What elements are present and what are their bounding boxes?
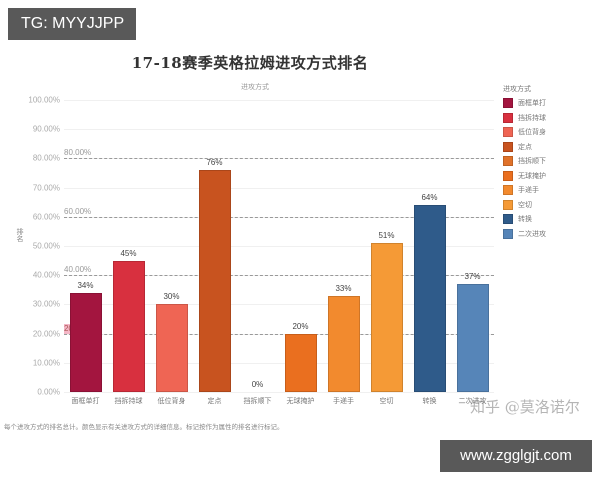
- legend-label: 转换: [518, 215, 532, 224]
- bar-9[interactable]: [413, 205, 446, 392]
- tg-badge: TG: MYYJJPP: [8, 8, 136, 40]
- bar-6[interactable]: [284, 333, 317, 392]
- legend-item[interactable]: 手递手: [503, 183, 595, 198]
- legend-label: 挡拆持球: [518, 113, 546, 122]
- y-tick-label: 80.00%: [32, 153, 60, 163]
- gridline: [64, 304, 494, 306]
- gridline: [64, 100, 494, 101]
- legend-title: 进攻方式: [503, 85, 531, 93]
- legend-item[interactable]: 无球掩护: [503, 169, 595, 184]
- legend-swatch-icon: [503, 141, 513, 152]
- legend-swatch-icon: [503, 127, 513, 138]
- gridline: [64, 392, 494, 393]
- chart-footnote: 每个进攻方式的排名总计。颜色显示有关进攻方式的详细信息。标记按作为属性的排名进行…: [4, 423, 284, 431]
- x-tick-label: 无球掩护: [286, 397, 315, 405]
- bar-value-label: 34%: [77, 280, 94, 290]
- legend-label: 手递手: [518, 186, 539, 195]
- bar-8[interactable]: [370, 243, 403, 392]
- y-tick-label: 50.00%: [32, 241, 60, 251]
- bar-value-label: 20%: [292, 321, 309, 331]
- chart-title: 17-18赛季英格拉姆进攻方式排名: [131, 54, 369, 72]
- y-tick-label: 20.00%: [32, 329, 60, 339]
- x-tick-label: 定点: [207, 397, 222, 405]
- y-tick-label: 90.00%: [32, 124, 60, 134]
- legend: 进攻方式 面框单打挡拆持球低位背身定点挡拆顺下无球掩护手递手空切转换二次进攻: [503, 84, 595, 241]
- legend-item[interactable]: 二次进攻: [503, 227, 595, 242]
- legend-item[interactable]: 转换: [503, 212, 595, 227]
- legend-swatch-icon: [503, 214, 513, 225]
- x-tick-label: 面框单打: [71, 397, 100, 405]
- y-tick-label: 40.00%: [32, 270, 60, 280]
- legend-label: 挡拆顺下: [518, 157, 546, 166]
- bar-value-label: 33%: [335, 283, 352, 293]
- bar-value-label: 30%: [163, 292, 180, 302]
- legend-label: 低位背身: [518, 128, 546, 137]
- y-tick-label: 30.00%: [32, 299, 60, 309]
- reference-line: [64, 216, 494, 218]
- legend-swatch-icon: [503, 228, 513, 239]
- y-tick-label: 70.00%: [32, 183, 60, 193]
- legend-swatch-icon: [503, 199, 513, 210]
- legend-item[interactable]: 面框单打: [503, 96, 595, 111]
- legend-label: 二次进攻: [518, 229, 546, 238]
- x-tick-label: 二次进攻: [458, 397, 487, 405]
- y-tick-label: 10.00%: [32, 358, 60, 368]
- bar-1[interactable]: [69, 292, 102, 392]
- y-tick-label: 100.00%: [28, 95, 60, 105]
- legend-item[interactable]: 定点: [503, 140, 595, 155]
- legend-item[interactable]: 空切: [503, 198, 595, 213]
- x-tick-label: 挡拆持球: [114, 397, 143, 405]
- bar-4[interactable]: [198, 170, 231, 392]
- legend-item[interactable]: 挡拆持球: [503, 111, 595, 126]
- gridline: [64, 129, 494, 131]
- x-tick-label: 转换: [422, 397, 437, 405]
- bar-value-label: 0%: [251, 380, 264, 389]
- bar-10[interactable]: [456, 283, 489, 392]
- legend-swatch-icon: [503, 185, 513, 196]
- y-tick-label: 0.00%: [37, 387, 60, 397]
- reference-line: [64, 333, 494, 335]
- reference-line: [64, 275, 494, 277]
- bar-value-label: 76%: [206, 158, 223, 168]
- bar-2[interactable]: [112, 260, 145, 392]
- legend-item[interactable]: 挡拆顺下: [503, 154, 595, 169]
- gridline: [64, 246, 494, 247]
- legend-item[interactable]: 低位背身: [503, 125, 595, 140]
- gridline: [64, 187, 494, 189]
- reference-line: [64, 158, 494, 160]
- y-tick-label: 60.00%: [32, 212, 60, 222]
- bar-3[interactable]: [155, 304, 188, 392]
- bar-value-label: 37%: [464, 271, 481, 281]
- legend-swatch-icon: [503, 170, 513, 181]
- chart-subtitle: 进攻方式: [241, 83, 269, 91]
- x-tick-label: 手递手: [333, 397, 354, 405]
- legend-label: 面框单打: [518, 99, 546, 108]
- legend-label: 无球掩护: [518, 171, 546, 180]
- legend-swatch-icon: [503, 112, 513, 123]
- reference-line-label: 40.00%: [64, 265, 92, 275]
- bar-value-label: 45%: [120, 248, 137, 258]
- legend-label: 空切: [518, 200, 532, 209]
- url-badge: www.zgglgjt.com: [440, 440, 592, 472]
- x-tick-label: 空切: [379, 397, 394, 405]
- legend-label: 定点: [518, 142, 532, 151]
- bar-7[interactable]: [327, 295, 360, 392]
- legend-swatch-icon: [503, 156, 513, 167]
- legend-swatch-icon: [503, 98, 513, 109]
- zhihu-watermark: 知乎 @莫洛诺尔: [470, 398, 580, 416]
- x-tick-label: 挡拆顺下: [243, 397, 272, 405]
- plot-area: 100.00% 90.00% 80.00% 70.00% 60.00% 50.00% 40.…: [28, 96, 494, 405]
- bar-value-label: 64%: [421, 193, 438, 203]
- gridline: [64, 362, 494, 364]
- bar-value-label: 51%: [378, 231, 395, 241]
- y-axis-label: 排名: [16, 228, 24, 242]
- x-tick-label: 低位背身: [157, 397, 186, 405]
- reference-line-label: 80.00%: [64, 148, 92, 158]
- reference-line-label: 60.00%: [64, 206, 92, 216]
